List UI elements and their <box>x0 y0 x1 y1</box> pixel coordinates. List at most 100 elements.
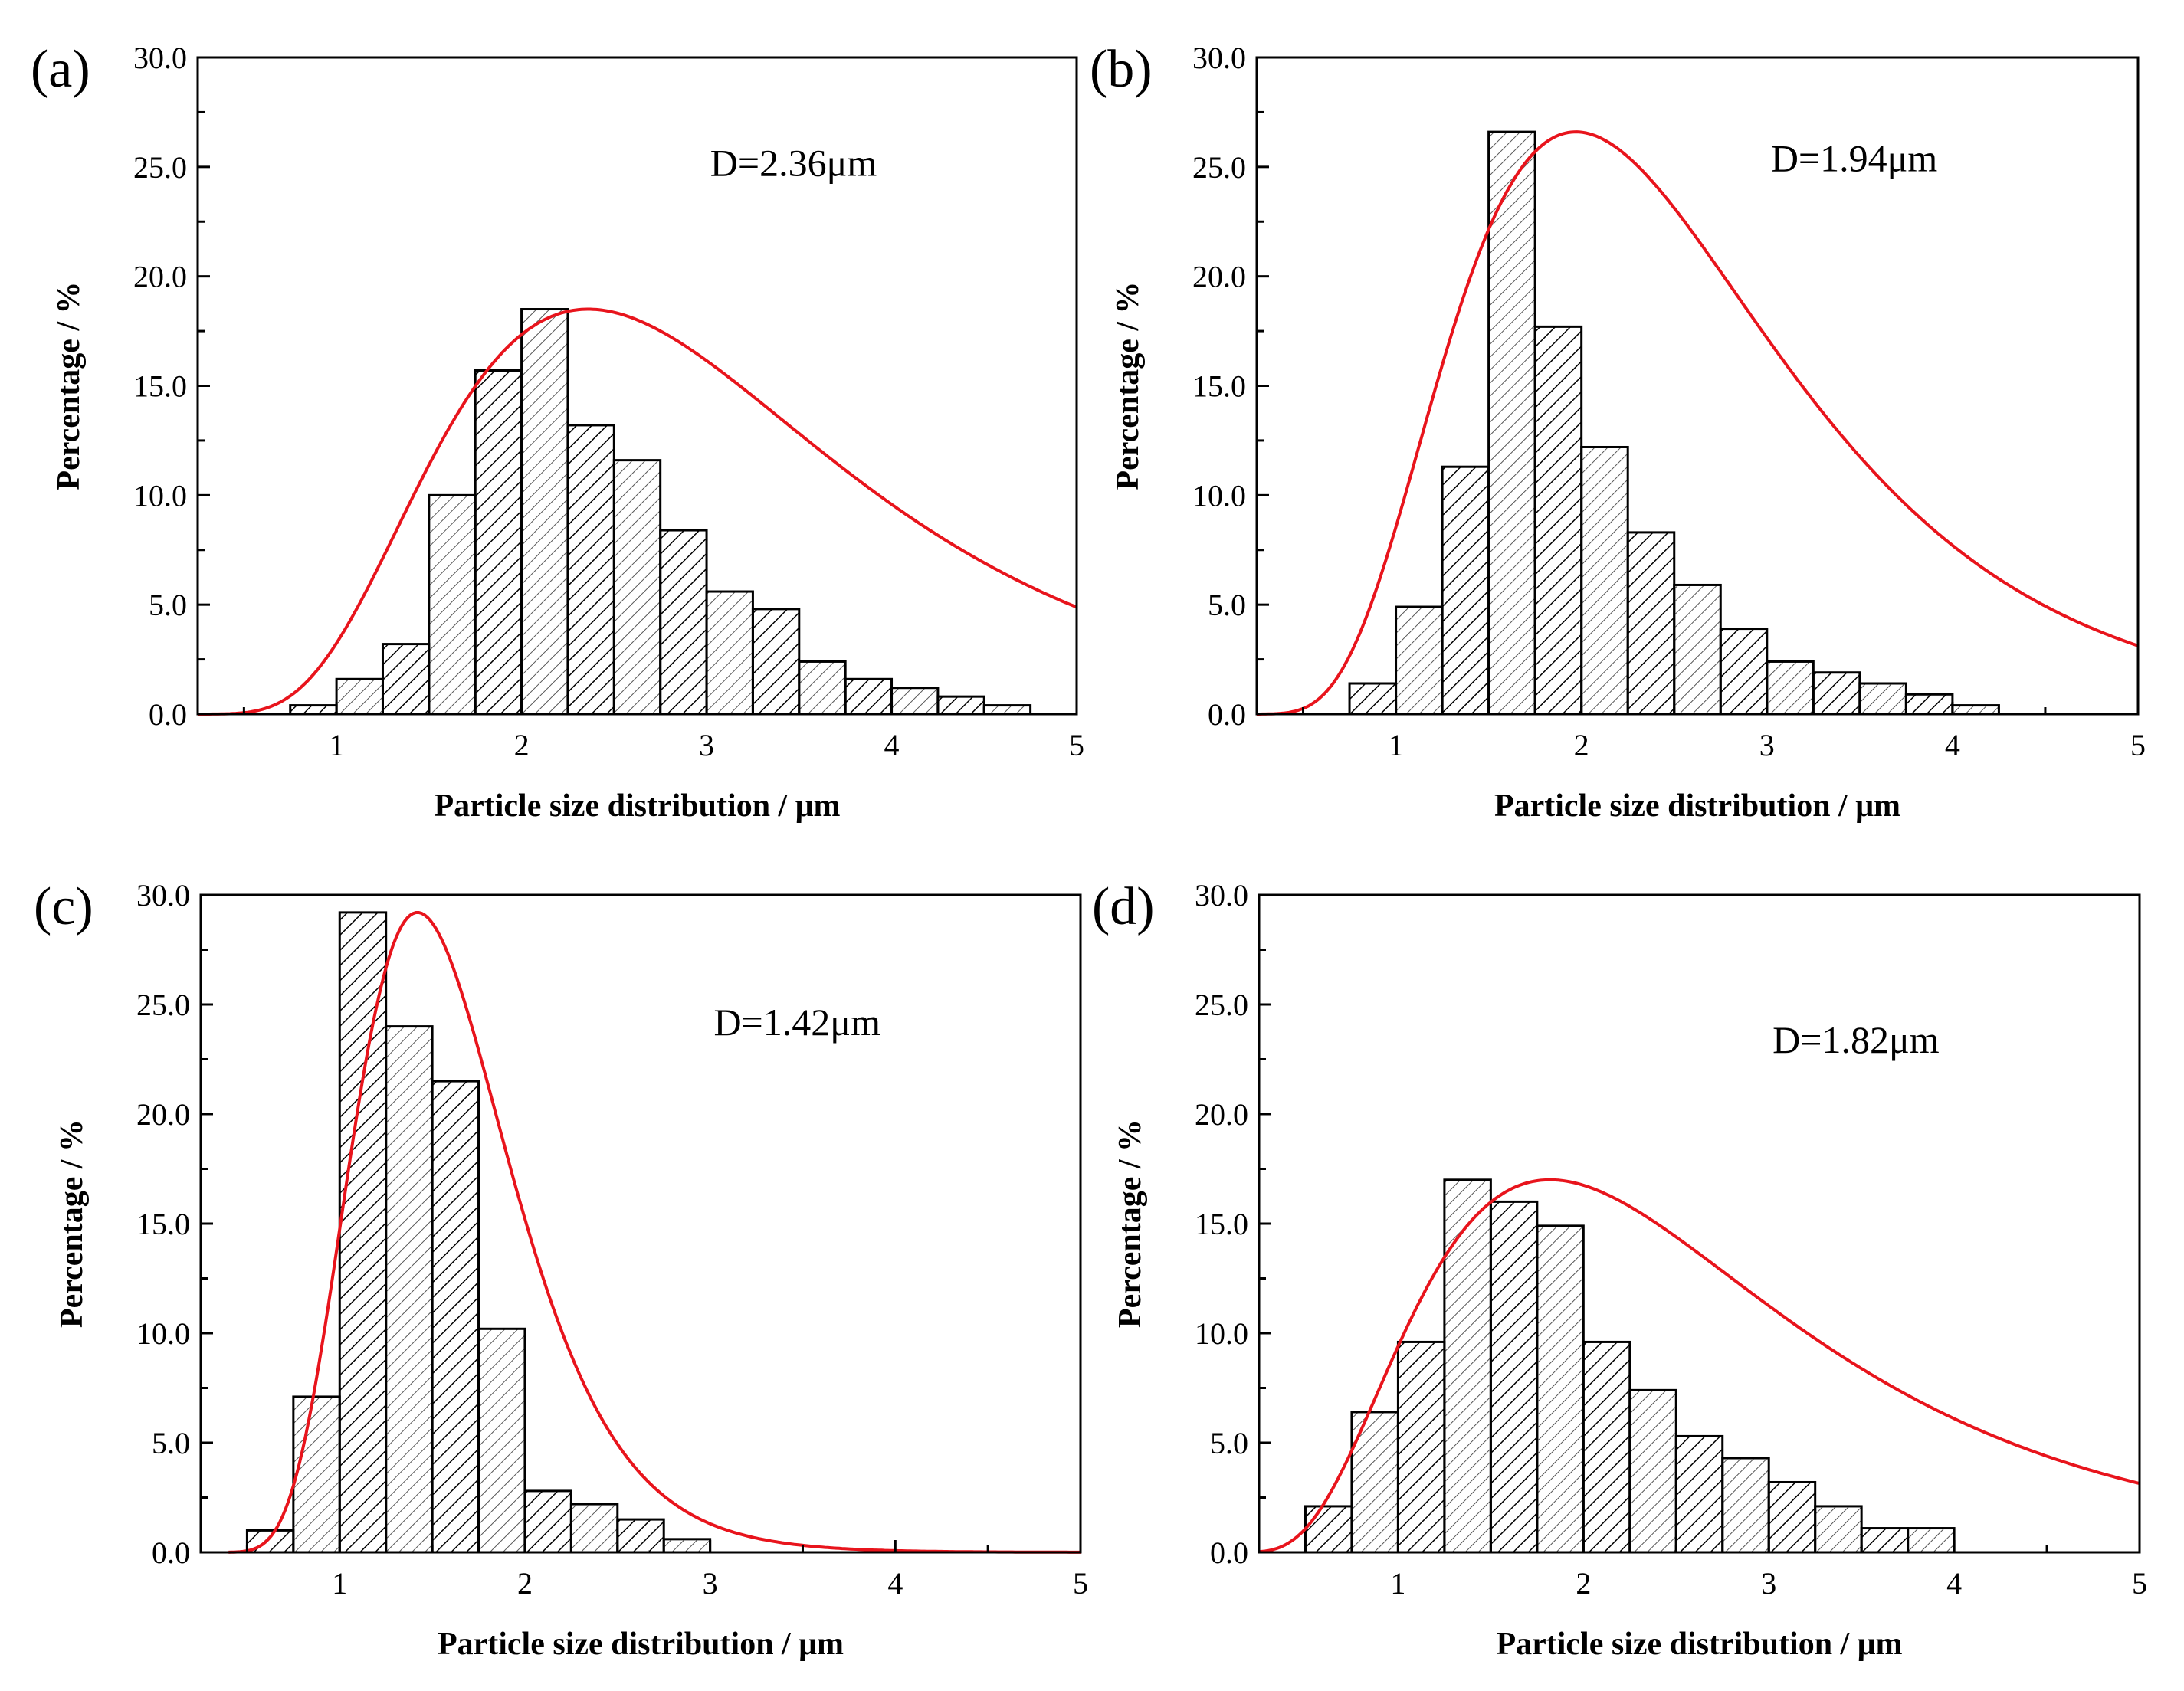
bar <box>1348 682 1398 716</box>
bars <box>1348 130 2000 716</box>
x-axis: 1 2 3 4 5 <box>1302 702 2146 762</box>
bar <box>890 687 940 716</box>
y-tick-label: 30.0 <box>1192 41 1246 75</box>
x-tick-label: 1 <box>1389 728 1404 762</box>
y-tick-label: 20.0 <box>1192 260 1246 294</box>
bar <box>1582 1340 1631 1554</box>
bar <box>520 308 569 716</box>
y-tick-label: 5.0 <box>149 588 187 622</box>
panel-label: (d) <box>1092 877 1155 936</box>
bar <box>1626 531 1676 716</box>
x-tick-label: 3 <box>1761 1566 1776 1601</box>
y-tick-label: 25.0 <box>1195 988 1248 1022</box>
y-tick-label: 5.0 <box>1210 1426 1248 1460</box>
bar <box>1812 671 1861 716</box>
bar <box>1536 1224 1585 1554</box>
x-axis: 1 2 3 4 5 <box>245 1540 1088 1601</box>
x-tick-label: 2 <box>1576 1566 1591 1601</box>
bar <box>659 529 708 716</box>
bars <box>1304 1178 1956 1554</box>
mean-size-annotation: D=1.42μm <box>713 1001 880 1044</box>
x-tick-label: 1 <box>1390 1566 1405 1601</box>
y-tick-label: 15.0 <box>136 1207 190 1241</box>
y-axis: 0.0 5.0 10.0 15.0 20.0 25.0 30.0 <box>1192 41 1269 732</box>
bar <box>477 1327 526 1554</box>
bar <box>662 1538 712 1554</box>
bar <box>616 1518 665 1554</box>
bar <box>1628 1388 1677 1554</box>
x-tick-label: 2 <box>517 1566 533 1601</box>
bar <box>1719 628 1769 716</box>
y-tick-label: 30.0 <box>133 41 187 75</box>
x-tick-label: 4 <box>887 1566 903 1601</box>
y-tick-label: 25.0 <box>133 150 187 185</box>
bar <box>1766 660 1815 716</box>
x-tick-label: 3 <box>1759 728 1775 762</box>
y-axis-label: Percentage / % <box>51 281 87 490</box>
bar <box>1580 445 1629 716</box>
bar <box>1951 704 2000 716</box>
y-tick-label: 0.0 <box>149 697 187 732</box>
y-tick-label: 5.0 <box>152 1426 190 1460</box>
y-tick-label: 15.0 <box>1192 369 1246 404</box>
bar <box>1860 1527 1910 1554</box>
bar <box>1814 1505 1863 1554</box>
bar <box>705 590 754 716</box>
bar <box>612 459 662 716</box>
x-axis-label: Particle size distribution / μm <box>438 1627 844 1662</box>
x-axis-label: Particle size distribution / μm <box>434 788 840 824</box>
y-tick-label: 15.0 <box>1195 1207 1248 1241</box>
panel-label: (a) <box>31 40 90 99</box>
bars <box>245 911 712 1554</box>
x-tick-label: 5 <box>2132 1566 2147 1601</box>
bar <box>1443 1178 1492 1554</box>
y-tick-label: 30.0 <box>136 878 190 913</box>
panel-label: (b) <box>1090 40 1153 99</box>
x-tick-label: 5 <box>1073 1566 1088 1601</box>
x-tick-label: 3 <box>699 728 714 762</box>
bar <box>431 1080 480 1554</box>
x-axis: 1 2 3 4 5 <box>1304 1540 2147 1601</box>
y-tick-label: 25.0 <box>1192 150 1246 185</box>
bar <box>1533 325 1583 716</box>
panel-d: 0.0 5.0 10.0 15.0 20.0 25.0 30.0 1 2 3 4 5 Particle … <box>1092 877 2147 1662</box>
y-tick-label: 10.0 <box>1192 478 1246 513</box>
mean-size-annotation: D=1.94μm <box>1771 137 1938 180</box>
x-tick-label: 4 <box>1945 728 1960 762</box>
y-axis-label: Percentage / % <box>54 1119 90 1328</box>
panels: 0.05.010.015.020.025.030.01 2 3 4 5Particle … <box>31 40 2147 1662</box>
x-axis-label: Particle size distribution / μm <box>1494 788 1900 824</box>
bar <box>385 1025 434 1554</box>
bar <box>1767 1480 1817 1554</box>
x-tick-label: 4 <box>1946 1566 1962 1601</box>
panel-a: 0.0 5.0 10.0 15.0 20.0 25.0 30.0 1 2 3 4 5 Particle … <box>31 40 1084 824</box>
y-tick-label: 15.0 <box>133 369 187 404</box>
fit-curve <box>1257 130 2139 716</box>
x-tick-label: 1 <box>329 728 344 762</box>
y-tick-label: 10.0 <box>136 1316 190 1351</box>
y-tick-label: 5.0 <box>1208 588 1246 622</box>
y-tick-label: 20.0 <box>136 1097 190 1132</box>
y-tick-label: 10.0 <box>1195 1316 1248 1351</box>
fit-curve <box>1258 1178 2140 1554</box>
x-tick-label: 5 <box>2130 728 2146 762</box>
bar <box>1673 583 1722 716</box>
bar <box>1674 1434 1724 1554</box>
mean-size-annotation: D=1.82μm <box>1772 1018 1940 1061</box>
bar <box>1395 605 1444 716</box>
y-tick-label: 20.0 <box>1195 1097 1248 1132</box>
bar <box>474 369 523 716</box>
x-tick-label: 5 <box>1069 728 1084 762</box>
y-tick-label: 10.0 <box>133 478 187 513</box>
bar <box>936 695 985 716</box>
y-axis-label: Percentage / % <box>1110 281 1146 490</box>
bar <box>569 1503 619 1554</box>
bar <box>751 608 801 716</box>
y-axis: 0.0 5.0 10.0 15.0 20.0 25.0 30.0 <box>133 41 210 732</box>
bar <box>566 424 615 716</box>
y-tick-label: 30.0 <box>1195 878 1248 913</box>
bar <box>798 660 847 716</box>
x-tick-label: 2 <box>1574 728 1589 762</box>
bar <box>844 677 894 716</box>
